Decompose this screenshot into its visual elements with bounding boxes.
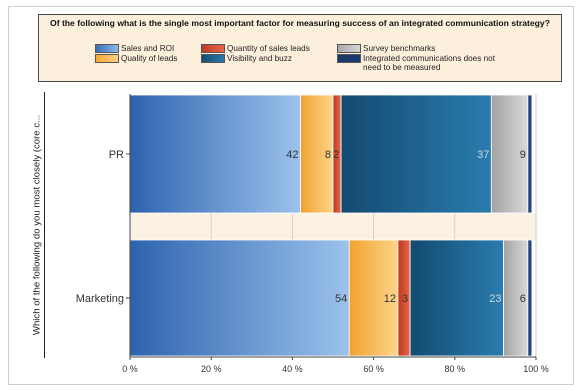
legend-label-integrated-communications: Integrated communications does not need … bbox=[363, 54, 495, 72]
legend-item-visibility-and-buzz: Visibility and buzz bbox=[201, 54, 292, 63]
data-label-marketing-visibility-and-buzz: 23 bbox=[489, 293, 501, 305]
x-tick-label: 80 % bbox=[445, 364, 466, 374]
bar-pr-integrated-communications-does bbox=[527, 94, 533, 214]
bar-marketing-quality-of-leads bbox=[348, 239, 399, 357]
bar-pr-survey-benchmarks bbox=[490, 94, 529, 214]
legend-label-survey-benchmarks: Survey benchmarks bbox=[363, 44, 436, 53]
legend-label-visibility-and-buzz: Visibility and buzz bbox=[227, 54, 292, 63]
data-label-marketing-survey-benchmarks: 6 bbox=[520, 293, 526, 305]
legend-item-quantity-of-sales-leads: Quantity of sales leads bbox=[201, 44, 310, 53]
legend-swatch-quality-of-leads bbox=[95, 54, 119, 63]
legend-item-survey-benchmarks: Survey benchmarks bbox=[337, 44, 435, 53]
legend-swatch-survey-benchmarks bbox=[337, 44, 361, 53]
category-label-pr: PR bbox=[109, 149, 124, 161]
bar-pr-quality-of-leads bbox=[300, 94, 334, 214]
x-tick-label: 40 % bbox=[282, 364, 303, 374]
data-label-marketing-sales-and-roi: 54 bbox=[335, 293, 347, 305]
legend-item-sales-and-roi: Sales and ROI bbox=[95, 44, 174, 53]
bar-pr-visibility-and-buzz bbox=[340, 94, 492, 214]
x-tick-label: 20 % bbox=[201, 364, 222, 374]
data-label-pr-visibility-and-buzz: 37 bbox=[477, 149, 489, 161]
chart-title: Of the following what is the single most… bbox=[50, 18, 550, 28]
legend-swatch-sales-and-roi bbox=[95, 44, 119, 53]
data-label-pr-sales-and-roi: 42 bbox=[286, 149, 298, 161]
y-axis-title-box: Which of the following do you most close… bbox=[30, 92, 45, 358]
x-tick-label: 0 % bbox=[122, 364, 138, 374]
legend-label-sales-and-roi: Sales and ROI bbox=[121, 44, 175, 53]
legend-item-quality-of-leads: Quality of leads bbox=[95, 54, 177, 63]
legend-swatch-quantity-of-sales-leads bbox=[201, 44, 225, 53]
legend-label-quantity-of-sales-leads: Quantity of sales leads bbox=[227, 44, 310, 53]
legend-label-quality-of-leads: Quality of leads bbox=[121, 54, 178, 63]
data-label-marketing-quantity-of-sales-leads: 3 bbox=[402, 293, 408, 305]
data-label-pr-quantity-of-sales-leads: 2 bbox=[333, 149, 339, 161]
data-label-marketing-quality-of-leads: 12 bbox=[384, 293, 396, 305]
data-label-pr-quality-of-leads: 8 bbox=[325, 149, 331, 161]
x-tick-label: 100 % bbox=[523, 364, 549, 374]
data-label-pr-survey-benchmarks: 9 bbox=[520, 149, 526, 161]
x-tick-label: 60 % bbox=[363, 364, 384, 374]
bar-pr-sales-and-roi bbox=[129, 94, 301, 214]
legend-swatch-integrated-communications bbox=[337, 54, 361, 63]
legend-item-integrated-communications: Integrated communications does not need … bbox=[337, 54, 527, 72]
category-label-marketing: Marketing bbox=[76, 293, 124, 305]
bar-marketing-integrated-communications-does bbox=[527, 239, 533, 357]
legend-swatch-visibility-and-buzz bbox=[201, 54, 225, 63]
legend: Of the following what is the single most… bbox=[38, 14, 562, 82]
bar-marketing-sales-and-roi bbox=[129, 239, 350, 357]
category-gap-band bbox=[130, 213, 536, 240]
bar-marketing-visibility-and-buzz bbox=[409, 239, 504, 357]
